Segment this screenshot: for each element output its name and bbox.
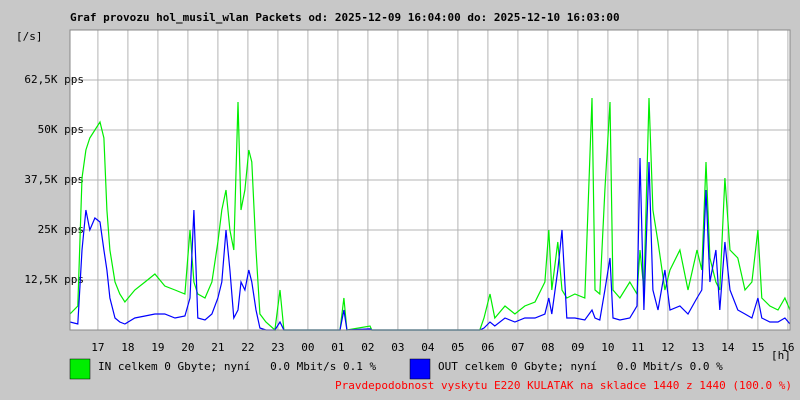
legend-swatch (69, 358, 91, 380)
x-tick-label: 17 (91, 341, 104, 354)
x-tick-label: 15 (751, 341, 764, 354)
legend-label: IN celkem 0 Gbyte; nyní 0.0 Mbit/s 0.1 % (98, 360, 377, 373)
x-tick-label: 16 (781, 341, 794, 354)
x-tick-label: 07 (511, 341, 524, 354)
x-tick-label: 11 (631, 341, 644, 354)
y-tick-label: 62,5K pps (24, 73, 84, 86)
x-tick-label: 09 (571, 341, 584, 354)
y-tick-label: 25K pps (38, 223, 84, 236)
chart-title: Graf provozu hol_musil_wlan Packets od: … (70, 11, 620, 24)
x-tick-label: 03 (391, 341, 404, 354)
x-tick-label: 12 (661, 341, 674, 354)
plot-border (69, 29, 791, 331)
x-tick-label: 21 (211, 341, 224, 354)
y-tick-label: 37,5K pps (24, 173, 84, 186)
footer-note: Pravdepodobnost vyskytu E220 KULATAK na … (335, 379, 792, 392)
data-line (69, 97, 791, 332)
x-unit: [h] (771, 349, 791, 362)
x-tick-label: 04 (421, 341, 435, 354)
y-tick-label: 50K pps (38, 123, 84, 136)
x-tick-label: 22 (241, 341, 254, 354)
x-tick-label: 18 (121, 341, 134, 354)
legend-label: OUT celkem 0 Gbyte; nyní 0.0 Mbit/s 0.0 … (438, 360, 723, 373)
x-tick-label: 10 (601, 341, 614, 354)
x-tick-label: 08 (541, 341, 554, 354)
x-tick-label: 13 (691, 341, 704, 354)
x-tick-label: 23 (271, 341, 284, 354)
x-tick-label: 06 (481, 341, 494, 354)
x-tick-label: 14 (721, 341, 735, 354)
x-tick-label: 00 (301, 341, 314, 354)
data-line (69, 157, 791, 331)
x-tick-label: 05 (451, 341, 464, 354)
legend-swatch (409, 358, 431, 380)
y-tick-label: 12,5K pps (24, 273, 84, 286)
x-tick-label: 02 (361, 341, 374, 354)
x-tick-label: 20 (181, 341, 194, 354)
y-unit: [/s] (16, 30, 43, 43)
x-tick-label: 01 (331, 341, 344, 354)
x-tick-label: 19 (151, 341, 164, 354)
